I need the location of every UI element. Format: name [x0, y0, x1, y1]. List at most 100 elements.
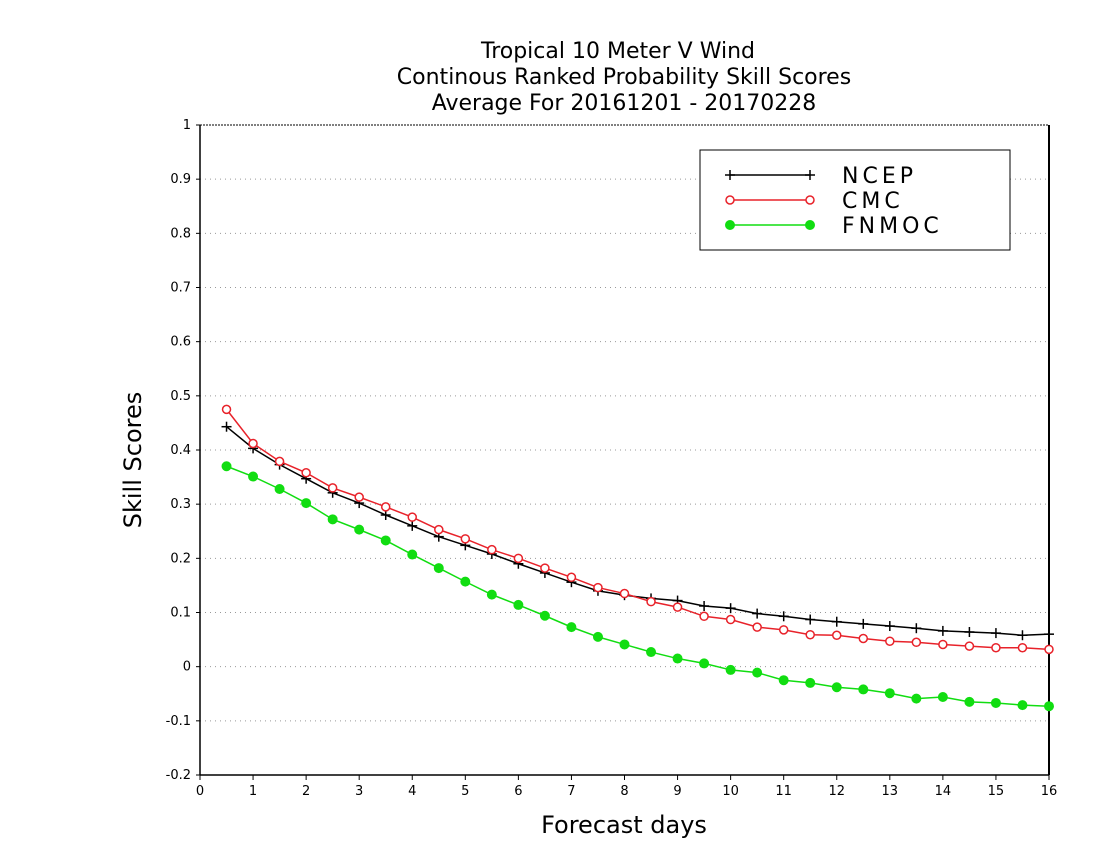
- data-point-cmc: [778, 625, 789, 635]
- chart-title-line-3: Average For 20161201 - 20170228: [432, 91, 817, 116]
- data-point-cmc: [380, 502, 391, 512]
- data-point-fnmoc: [380, 535, 391, 546]
- data-point-fnmoc: [752, 667, 763, 678]
- y-tick-label: 0.9: [170, 172, 191, 187]
- data-point-cmc: [460, 534, 471, 544]
- legend-marker: [725, 170, 735, 180]
- data-point-cmc: [487, 544, 497, 555]
- x-tick-label: 15: [988, 784, 1005, 799]
- x-axis-title: Forecast days: [541, 811, 707, 839]
- data-point-ncep: [221, 421, 232, 432]
- data-point-cmc: [699, 611, 709, 622]
- data-point-cmc: [248, 438, 258, 449]
- x-tick-label: 0: [196, 784, 204, 799]
- chart-title-line-1: Tropical 10 Meter V Wind: [480, 39, 755, 64]
- data-point-ncep: [1044, 629, 1054, 640]
- series-line-ncep: [226, 426, 1050, 637]
- y-tick-label: 0.1: [170, 606, 191, 621]
- legend-item-ncep: NCEP: [725, 164, 917, 189]
- data-point-fnmoc: [805, 677, 816, 688]
- data-point-cmc: [858, 633, 869, 644]
- x-tick-label: 2: [302, 784, 310, 799]
- data-point-ncep: [937, 625, 948, 636]
- legend-item-fnmoc: FNMOC: [725, 214, 939, 239]
- series-line-fnmoc: [226, 465, 1050, 707]
- data-point-cmc: [566, 572, 577, 583]
- data-point-fnmoc: [884, 688, 895, 699]
- data-point-fnmoc: [460, 576, 471, 587]
- data-point-cmc: [619, 588, 630, 599]
- series-ncep: [221, 421, 1054, 641]
- data-point-fnmoc: [301, 498, 312, 509]
- series-fnmoc: [221, 461, 1054, 712]
- data-point-fnmoc: [1044, 701, 1054, 712]
- data-point-ncep: [911, 623, 922, 634]
- x-tick-label: 7: [567, 784, 575, 799]
- data-point-ncep: [831, 616, 842, 627]
- x-tick-label: 14: [935, 784, 952, 799]
- x-tick-label: 12: [828, 784, 845, 799]
- data-point-fnmoc: [646, 647, 657, 658]
- data-point-fnmoc: [725, 664, 736, 675]
- data-point-ncep: [1017, 630, 1028, 641]
- data-point-cmc: [885, 636, 895, 646]
- data-point-cmc: [752, 622, 762, 632]
- data-point-fnmoc: [221, 461, 232, 472]
- x-tick-label: 13: [882, 784, 899, 799]
- legend-marker: [725, 220, 735, 230]
- data-point-cmc: [434, 524, 444, 535]
- data-point-fnmoc: [539, 610, 550, 621]
- x-tick-label: 16: [1041, 784, 1058, 799]
- series-line-cmc: [225, 408, 1050, 651]
- x-tick-label: 4: [408, 784, 416, 799]
- x-tick-label: 10: [722, 784, 739, 799]
- data-point-cmc: [1044, 644, 1054, 655]
- data-point-cmc: [354, 492, 364, 502]
- data-point-fnmoc: [778, 675, 789, 686]
- axes: -0.2-0.100.10.20.30.40.50.60.70.80.910 1 2…: [166, 118, 1058, 799]
- y-tick-label: 0.8: [170, 226, 191, 241]
- data-point-cmc: [1017, 642, 1028, 653]
- data-point-fnmoc: [248, 471, 259, 482]
- y-tick-label: 0.5: [170, 389, 191, 404]
- data-point-fnmoc: [486, 589, 497, 600]
- legend-label: NCEP: [842, 164, 917, 189]
- data-point-cmc: [593, 582, 603, 593]
- data-point-ncep: [380, 510, 391, 520]
- data-point-fnmoc: [513, 599, 524, 610]
- data-point-fnmoc: [619, 639, 630, 650]
- data-point-cmc: [725, 614, 736, 625]
- x-tick-label: 1: [249, 784, 257, 799]
- data-point-fnmoc: [592, 631, 603, 642]
- data-point-fnmoc: [964, 696, 975, 707]
- data-point-fnmoc: [1017, 700, 1028, 711]
- legend-marker: [805, 170, 815, 180]
- x-tick-label: 11: [775, 784, 792, 799]
- x-tick-label: 5: [461, 784, 469, 799]
- data-point-ncep: [778, 611, 789, 622]
- data-point-ncep: [725, 603, 736, 614]
- data-point-cmc: [991, 642, 1001, 653]
- data-point-fnmoc: [433, 563, 444, 574]
- y-tick-label: 0.2: [170, 551, 191, 566]
- x-tick-label: 9: [673, 784, 681, 799]
- legend-marker: [805, 195, 815, 205]
- x-tick-label: 8: [620, 784, 628, 799]
- y-tick-label: 0.4: [170, 443, 191, 458]
- data-point-cmc: [513, 553, 524, 564]
- series-cmc: [221, 404, 1054, 655]
- y-tick-label: 0: [183, 660, 191, 675]
- data-point-cmc: [646, 596, 656, 607]
- data-point-fnmoc: [672, 653, 683, 664]
- data-point-fnmoc: [327, 514, 338, 525]
- data-point-fnmoc: [831, 682, 842, 693]
- y-axis-title: Skill Scores: [119, 392, 147, 529]
- y-tick-label: 1: [183, 118, 191, 133]
- data-point-cmc: [832, 630, 842, 640]
- data-point-fnmoc: [354, 524, 365, 535]
- legend-label: CMC: [842, 189, 904, 214]
- data-point-ncep: [699, 601, 710, 611]
- data-point-cmc: [540, 563, 550, 573]
- data-point-cmc: [938, 639, 948, 650]
